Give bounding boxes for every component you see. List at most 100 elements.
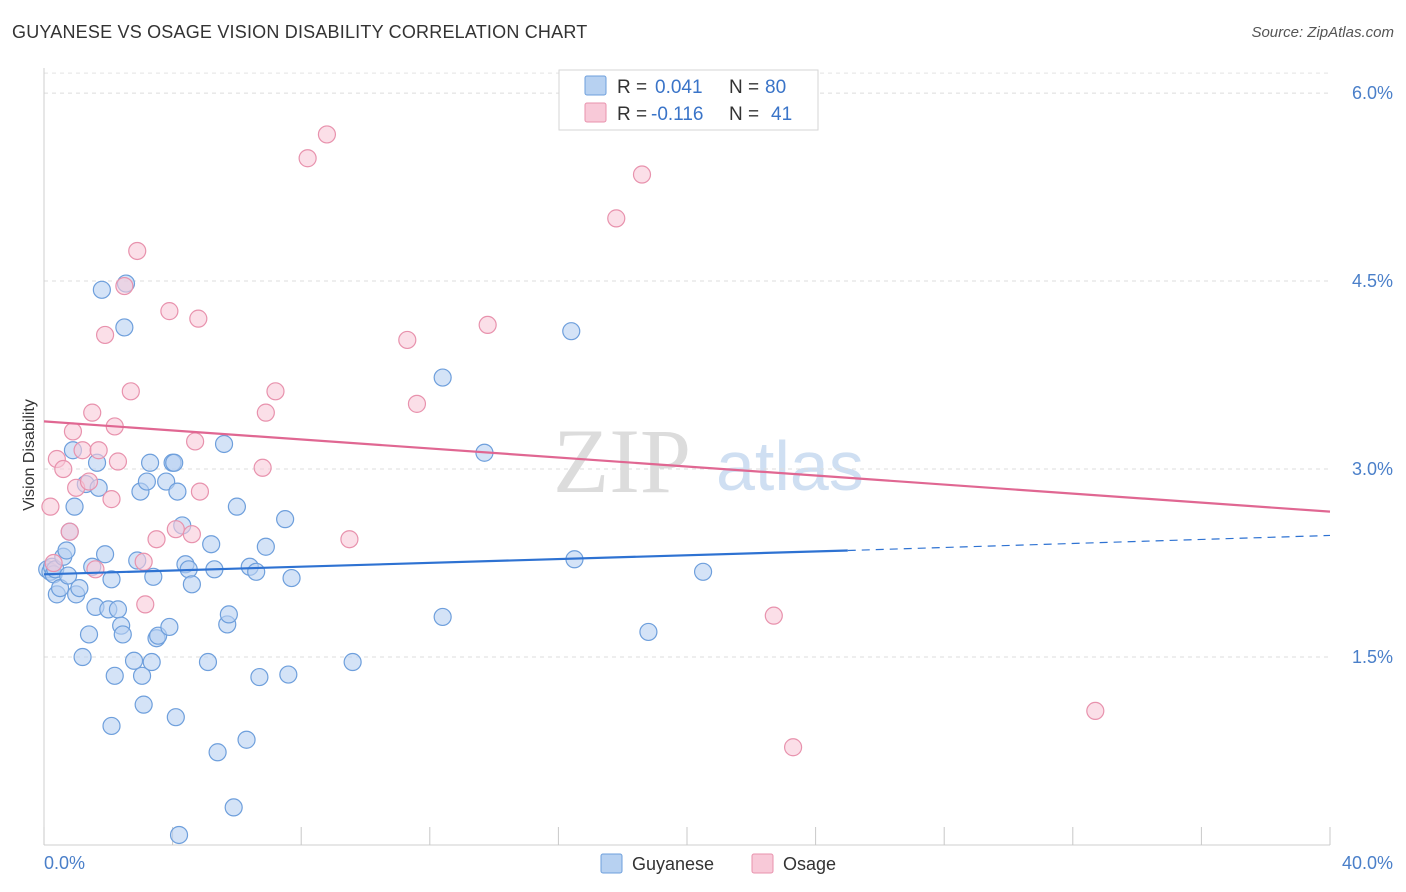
guyanese-point-72 — [433, 607, 452, 627]
osage-point-13 — [102, 490, 121, 509]
guyanese-point-26 — [105, 666, 124, 685]
guyanese-point-29 — [113, 625, 132, 644]
legend-r-value-guyanese: 0.041 — [655, 77, 703, 98]
x-tick-label-max: 40.0% — [1342, 853, 1393, 873]
guyanese-point-44 — [160, 617, 179, 637]
osage-point-28 — [253, 458, 272, 477]
guyanese-point-12 — [65, 497, 84, 516]
guyanese-point-79 — [102, 716, 121, 736]
legend-n-label-osage: N = — [729, 104, 759, 125]
osage-point-20 — [136, 595, 155, 614]
source-credit: Source: ZipAtlas.com — [1251, 24, 1394, 41]
guyanese-point-15 — [73, 647, 92, 667]
osage-point-18 — [128, 241, 147, 261]
osage-point-17 — [121, 382, 140, 401]
osage-point-35 — [407, 394, 427, 413]
stats-legend: R = 0.041 N = 80 R = -0.116 N = 41 — [558, 69, 819, 131]
guyanese-trend-extension — [847, 534, 1331, 552]
legend-n-value-guyanese: 80 — [765, 77, 786, 98]
guyanese-point-77 — [639, 622, 658, 642]
series-legend-swatch-osage — [751, 853, 774, 874]
guyanese-point-40 — [144, 567, 163, 586]
guyanese-point-9 — [59, 566, 78, 585]
x-axis-ticks — [43, 827, 1331, 845]
guyanese-point-78 — [693, 562, 713, 581]
series-legend: Guyanese Osage — [600, 853, 836, 874]
guyanese-point-55 — [202, 535, 221, 554]
guyanese-point-67 — [256, 537, 275, 556]
legend-r-value-osage: -0.116 — [651, 104, 703, 125]
guyanese-point-14 — [70, 578, 89, 598]
guyanese-point-70 — [282, 568, 301, 588]
osage-point-7 — [73, 441, 92, 460]
osage-point-23 — [166, 520, 185, 539]
guyanese-point-58 — [214, 434, 234, 454]
guyanese-point-75 — [562, 322, 581, 341]
osage-point-31 — [298, 149, 317, 168]
legend-r-label-guyanese: R = — [617, 77, 647, 98]
osage-point-36 — [478, 315, 497, 335]
osage-point-9 — [83, 403, 102, 422]
legend-n-value-osage: 41 — [771, 104, 792, 125]
guyanese-point-62 — [227, 497, 246, 516]
osage-point-11 — [89, 441, 108, 460]
chart-title: GUYANESE VS OSAGE VISION DISABILITY CORR… — [12, 22, 588, 42]
y-axis-label: Vision Disability — [21, 399, 38, 511]
osage-point-34 — [398, 330, 417, 350]
y-tick-label-0: 1.5% — [1352, 647, 1393, 667]
guyanese-point-8 — [57, 541, 76, 560]
guyanese-point-36 — [134, 695, 153, 714]
guyanese-point-54 — [198, 652, 218, 672]
x-tick-label-min: 0.0% — [44, 853, 85, 873]
guyanese-point-46 — [165, 453, 184, 472]
osage-point-1 — [44, 553, 63, 573]
osage-point-19 — [134, 552, 153, 571]
osage-point-10 — [86, 560, 105, 579]
guyanese-point-35 — [132, 666, 152, 685]
series-legend-label-guyanese: Guyanese — [632, 854, 714, 874]
osage-point-40 — [783, 738, 803, 757]
guyanese-point-65 — [247, 562, 266, 581]
series-legend-label-osage: Osage — [783, 854, 836, 874]
osage-point-3 — [54, 459, 73, 479]
guyanese-point-27 — [108, 600, 128, 619]
osage-point-4 — [60, 522, 79, 541]
y-tick-label-1: 3.0% — [1352, 459, 1393, 479]
guyanese-point-38 — [140, 453, 160, 472]
watermark-atlas: atlas — [716, 427, 864, 505]
osage-point-21 — [147, 530, 166, 549]
guyanese-point-63 — [237, 730, 256, 749]
osage-point-39 — [764, 606, 783, 625]
guyanese-point-23 — [95, 545, 115, 564]
guyanese-point-60 — [219, 605, 238, 624]
guyanese-point-30 — [115, 318, 134, 337]
osage-point-37 — [607, 209, 626, 228]
guyanese-point-49 — [169, 825, 189, 845]
guyanese-point-57 — [208, 743, 227, 762]
guyanese-trend-line — [43, 549, 848, 576]
guyanese-point-69 — [279, 665, 298, 684]
guyanese-point-66 — [250, 667, 269, 687]
osage-point-16 — [115, 276, 134, 296]
guyanese-point-25 — [102, 570, 121, 589]
osage-point-33 — [340, 530, 359, 549]
guyanese-point-32 — [124, 651, 144, 670]
osage-points — [41, 125, 1105, 757]
osage-point-30 — [266, 382, 285, 401]
osage-point-15 — [108, 452, 128, 471]
osage-point-12 — [95, 325, 115, 345]
osage-point-0 — [41, 497, 60, 516]
legend-swatch-guyanese — [584, 75, 607, 96]
osage-point-5 — [63, 422, 83, 441]
guyanese-point-61 — [224, 798, 243, 817]
guyanese-point-73 — [433, 368, 452, 387]
osage-point-24 — [182, 525, 201, 544]
osage-point-8 — [79, 472, 99, 491]
osage-point-29 — [256, 403, 275, 422]
guyanese-point-68 — [276, 510, 295, 529]
y-tick-label-2: 4.5% — [1352, 271, 1393, 291]
guyanese-point-22 — [92, 280, 111, 299]
guyanese-point-47 — [166, 708, 185, 727]
osage-point-41 — [1086, 701, 1105, 721]
